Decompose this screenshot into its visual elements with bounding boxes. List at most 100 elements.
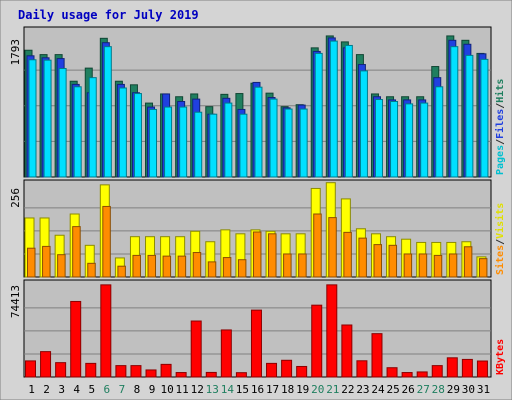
bar-kbytes-day-9 (145, 369, 157, 378)
bar-pages-day-26 (405, 103, 414, 178)
bar-kbytes-day-26 (401, 372, 413, 378)
bar-kbytes-day-8 (130, 365, 142, 378)
legend-entry: KBytes (495, 339, 506, 375)
bar-pages-day-8 (133, 93, 142, 178)
bar-sites-day-20 (313, 213, 322, 278)
bar-sites-day-29 (448, 253, 458, 278)
bar-sites-day-3 (57, 254, 66, 278)
bar-kbytes-day-2 (40, 351, 52, 378)
bar-kbytes-day-4 (70, 300, 82, 378)
x-tick-label-day-29: 29 (447, 383, 460, 396)
legend-entry: Visits (494, 203, 506, 239)
x-tick-label-day-19: 19 (296, 383, 309, 396)
bar-pages-day-15 (239, 113, 248, 178)
series-pages (28, 40, 489, 178)
bar-kbytes-day-10 (160, 363, 172, 378)
bar-sites-day-17 (268, 233, 277, 278)
bar-pages-day-9 (149, 108, 158, 178)
bar-kbytes-day-3 (55, 362, 67, 378)
bar-sites-day-6 (102, 205, 111, 278)
series-sites (27, 205, 488, 278)
bar-sites-day-2 (42, 245, 51, 278)
x-tick-label-day-5: 5 (88, 383, 95, 396)
bar-sites-day-26 (403, 253, 413, 278)
bar-sites-day-22 (343, 231, 352, 278)
x-tick-label-day-30: 30 (462, 383, 475, 396)
bar-sites-day-28 (433, 254, 443, 278)
bar-pages-day-11 (179, 106, 188, 178)
x-tick-label-day-10: 10 (160, 383, 173, 396)
bar-sites-day-7 (117, 265, 126, 278)
bar-pages-day-18 (284, 108, 293, 178)
bar-sites-day-19 (298, 253, 307, 278)
x-tick-label-day-16: 16 (251, 383, 264, 396)
bar-sites-day-12 (192, 252, 202, 278)
bar-sites-day-24 (373, 244, 382, 278)
x-tick-label-day-24: 24 (371, 383, 385, 396)
bar-sites-day-23 (358, 237, 367, 278)
bar-sites-day-14 (222, 257, 232, 278)
bar-pages-day-4 (73, 86, 82, 178)
x-tick-label-day-31: 31 (477, 383, 490, 396)
bar-kbytes-day-27 (416, 371, 428, 378)
x-tick-label-day-14: 14 (221, 383, 235, 396)
legend-entry: Files (494, 109, 506, 139)
panel-sites-visits: 256 Sites/Visits (9, 179, 506, 278)
bar-pages-day-14 (224, 102, 233, 178)
bar-sites-day-18 (283, 253, 292, 278)
bar-pages-day-27 (420, 102, 429, 178)
series-kbytes (25, 284, 488, 378)
x-tick-label-day-8: 8 (134, 383, 141, 396)
panel-kbytes: 74413 KBytes (9, 279, 506, 378)
bar-sites-day-27 (418, 253, 428, 278)
x-tick-label-day-7: 7 (119, 383, 126, 396)
legend-entry: Pages (495, 145, 506, 175)
bar-kbytes-day-5 (85, 362, 97, 378)
bar-kbytes-day-25 (386, 367, 398, 378)
bar-kbytes-day-28 (431, 365, 443, 378)
panels-layer: 1793Pages/Files/Hits256Sites/Visits74413… (9, 26, 506, 378)
x-tick-label-day-25: 25 (386, 383, 399, 396)
bar-kbytes-day-22 (341, 324, 353, 378)
bar-sites-day-30 (463, 246, 473, 278)
legend-kbytes: KBytes (495, 339, 506, 375)
legend-hits-files-pages: Pages/Files/Hits (494, 79, 506, 175)
x-axis: 1 2 3 4 5 6 7 8 9 10 11 12 13 14 15 16 17 18 19 20 21 22 23 24 2… (28, 383, 490, 396)
bar-pages-day-5 (88, 77, 97, 178)
bar-kbytes-day-29 (446, 357, 458, 378)
x-tick-label-day-9: 9 (149, 383, 156, 396)
bar-pages-day-6 (103, 46, 112, 178)
bar-kbytes-day-18 (281, 359, 293, 378)
bar-pages-day-21 (329, 40, 338, 178)
x-tick-label-day-3: 3 (58, 383, 65, 396)
x-tick-label-day-20: 20 (311, 383, 324, 396)
x-tick-label-day-2: 2 (43, 383, 50, 396)
bar-kbytes-day-19 (296, 365, 308, 378)
bar-sites-day-16 (252, 231, 262, 278)
x-tick-label-day-1: 1 (28, 383, 35, 396)
bar-kbytes-day-6 (100, 284, 112, 378)
legend-entry: Hits (494, 79, 506, 103)
x-tick-label-day-12: 12 (191, 383, 204, 396)
legend-entry: / (495, 239, 506, 245)
bar-sites-day-13 (207, 261, 217, 278)
bar-pages-day-20 (314, 52, 323, 178)
bar-kbytes-day-17 (266, 362, 278, 378)
y-max-label: 1793 (9, 39, 22, 66)
bar-pages-day-17 (269, 98, 278, 178)
bar-sites-day-1 (27, 247, 36, 278)
legend-entry: / (495, 139, 506, 145)
bar-pages-day-7 (118, 87, 127, 178)
bar-kbytes-day-16 (250, 309, 262, 378)
chart-title: Daily usage for July 2019 (18, 8, 199, 22)
bar-pages-day-19 (299, 108, 308, 178)
bar-pages-day-28 (435, 86, 444, 178)
bar-sites-day-15 (237, 259, 247, 278)
bar-sites-day-11 (177, 255, 187, 278)
x-tick-label-day-11: 11 (176, 383, 189, 396)
legend-entry: Sites (494, 245, 506, 275)
x-tick-label-day-15: 15 (236, 383, 249, 396)
